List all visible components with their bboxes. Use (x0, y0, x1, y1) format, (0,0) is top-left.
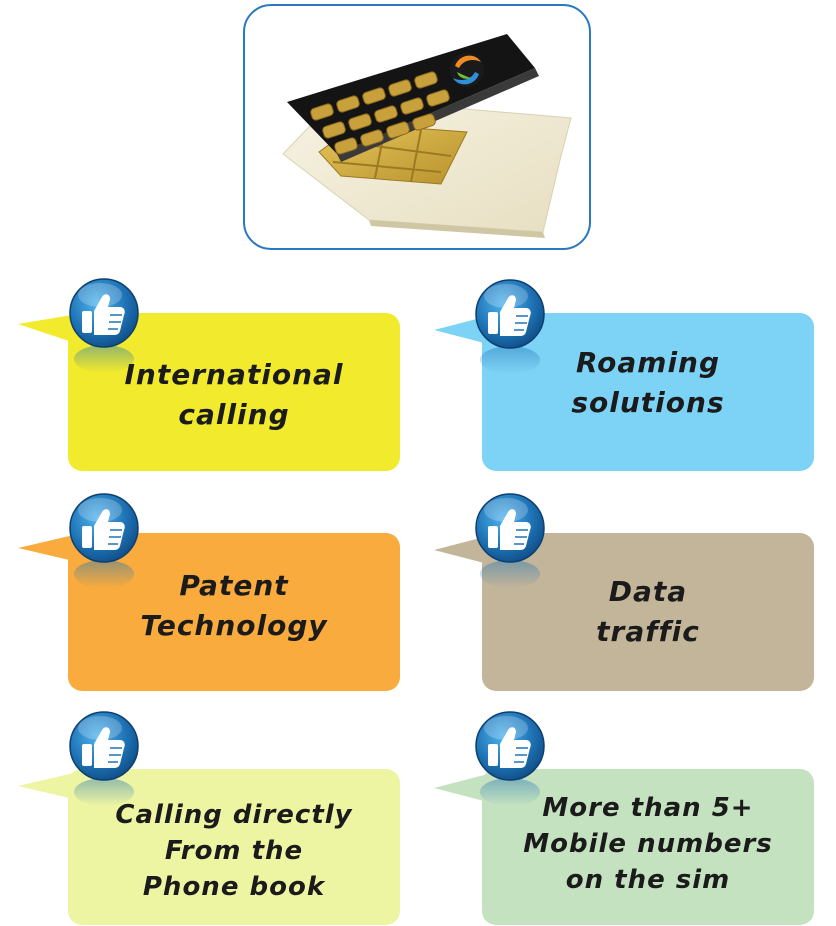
thumbs-up-icon (69, 278, 139, 374)
feature-data-traffic: Data traffic (482, 533, 814, 691)
thumbs-up-icon (475, 493, 545, 589)
thumbs-up-icon (475, 279, 545, 375)
feature-label: Roaming solutions (571, 346, 725, 419)
bubble-tail (434, 316, 488, 344)
feature-label: International calling (124, 358, 344, 431)
feature-label: Calling directly From the Phone book (115, 800, 353, 902)
thumbs-up-icon (475, 711, 545, 807)
feature-label: Data traffic (596, 575, 700, 648)
bubble-tail (18, 772, 78, 800)
feature-label: More than 5+ Mobile numbers on the sim (523, 793, 773, 895)
bubble-tail (434, 774, 488, 802)
feature-label: Patent Technology (140, 569, 328, 642)
bubble-tail (434, 536, 488, 564)
thumbs-up-icon (69, 493, 139, 589)
feature-patent-technology: Patent Technology (68, 533, 400, 691)
bubble-tail (18, 534, 78, 562)
thumbs-up-icon (69, 711, 139, 807)
bubble-tail (18, 314, 78, 344)
sim-card-frame (243, 4, 591, 250)
feature-roaming-solutions: Roaming solutions (482, 313, 814, 471)
sim-card-icon (282, 34, 572, 238)
